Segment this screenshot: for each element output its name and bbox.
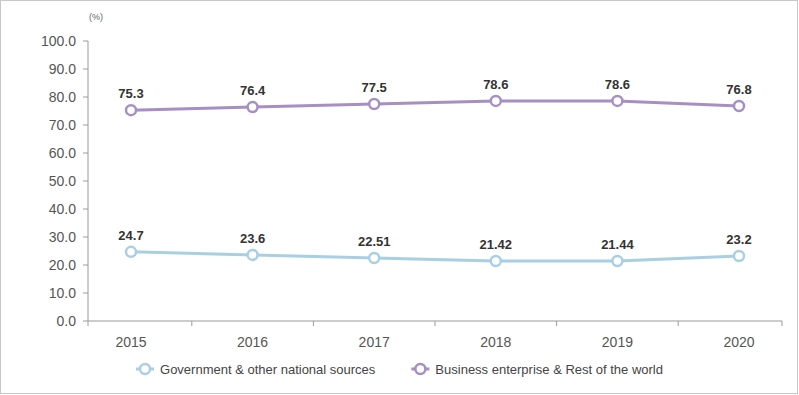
data-label: 21.44 [601,237,634,252]
y-tick-label: 40.0 [49,201,76,217]
y-axis-label: (%) [89,12,103,22]
data-label: 76.4 [240,83,266,98]
y-tick [83,181,88,182]
y-tick-label: 60.0 [49,145,76,161]
x-tick [435,321,436,326]
data-label: 23.2 [726,232,751,247]
y-tick-label: 20.0 [49,257,76,273]
x-tick [313,321,314,326]
y-tick-label: 50.0 [49,173,76,189]
y-tick [83,125,88,126]
legend: Government & other national sources Busin… [136,362,663,377]
y-tick [83,209,88,210]
marker [126,247,136,257]
marker [734,101,744,111]
marker [248,250,258,260]
series-line [131,252,739,261]
y-tick-label: 90.0 [49,61,76,77]
y-tick-label: 0.0 [57,313,77,329]
x-tick [191,321,192,326]
x-tick-label: 2020 [723,334,754,350]
data-label: 75.3 [118,86,143,101]
marker [248,102,258,112]
data-label: 23.6 [240,231,265,246]
data-label: 78.6 [605,77,630,92]
y-tick [83,293,88,294]
y-tick-label: 80.0 [49,89,76,105]
y-tick-label: 30.0 [49,229,76,245]
legend-item: Business enterprise & Rest of the world [411,362,663,377]
x-tick [678,321,679,326]
y-tick [83,321,88,322]
marker [612,256,622,266]
data-label: 22.51 [358,234,391,249]
y-tick-label: 100.0 [41,33,76,49]
marker [126,105,136,115]
y-tick-label: 70.0 [49,117,76,133]
x-tick-label: 2019 [602,334,633,350]
legend-marker [140,364,150,374]
data-label: 76.8 [726,82,751,97]
x-tick-label: 2017 [359,334,390,350]
data-label: 21.42 [480,237,513,252]
legend-label: Business enterprise & Rest of the world [435,362,663,377]
y-tick-label: 10.0 [49,285,76,301]
chart: (%) 0.0 10.0 20.0 30.0 40.0 50.0 60.0 70.0 80.0 90… [0,0,799,395]
data-label: 77.5 [362,80,387,95]
x-tick-label: 2016 [237,334,268,350]
series-line [131,101,739,110]
x-tick-label: 2015 [115,334,146,350]
y-tick [83,97,88,98]
y-tick [83,41,88,42]
plot-area [126,96,744,266]
x-tick [556,321,557,326]
marker [369,99,379,109]
x-tick [88,321,89,326]
x-tick-label: 2018 [480,334,511,350]
y-tick [83,69,88,70]
data-label: 24.7 [118,228,143,243]
marker [491,256,501,266]
marker [369,253,379,263]
legend-label: Government & other national sources [160,362,376,377]
legend-marker [415,364,425,374]
data-label: 78.6 [483,77,508,92]
y-tick [83,265,88,266]
marker [612,96,622,106]
x-tick [782,321,783,326]
marker [491,96,501,106]
frame [1,1,798,394]
y-tick [83,237,88,238]
legend-item: Government & other national sources [136,362,376,377]
y-tick [83,153,88,154]
marker [734,251,744,261]
